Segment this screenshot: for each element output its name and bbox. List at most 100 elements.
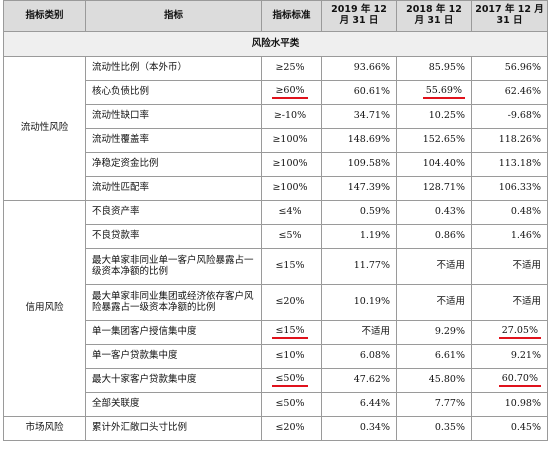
value-2017-cell: 62.46% [471, 80, 548, 105]
header-2017: 2017 年 12 月 31 日 [471, 0, 548, 32]
value-2018-cell: 0.86% [396, 224, 472, 249]
table-row: 全部关联度 ≤50% 6.44% 7.77% 10.98% [4, 392, 548, 417]
value-2017-cell: 0.45% [471, 416, 548, 441]
category-cell: 信用风险 [3, 200, 86, 417]
value-2017-cell: 113.18% [471, 152, 548, 177]
indicator-cell: 最大单家非同业单一客户风险暴露占一级资本净额的比例 [85, 248, 262, 285]
value-2017-cell: 118.26% [471, 128, 548, 153]
standard-cell: ≤20% [261, 416, 322, 441]
standard-cell: ≤10% [261, 344, 322, 369]
indicator-cell: 流动性匹配率 [85, 176, 262, 201]
table-row: 流动性匹配率 ≥100% 147.39% 128.71% 106.33% [4, 176, 548, 201]
value-2017-cell: 9.21% [471, 344, 548, 369]
table-row: 净稳定资金比例 ≥100% 109.58% 104.40% 113.18% [4, 152, 548, 177]
value-2017-cell: 不适用 [471, 248, 548, 285]
value-2017-cell: 1.46% [471, 224, 548, 249]
value-2019-cell: 1.19% [321, 224, 397, 249]
table-row: 核心负债比例 ≥60% 60.61% 55.69% 62.46% [4, 80, 548, 105]
header-2019: 2019 年 12 月 31 日 [321, 0, 397, 32]
table-header-row: 指标类别 指标 指标标准 2019 年 12 月 31 日 2018 年 12 … [3, 0, 548, 32]
table-row: 最大单家非同业单一客户风险暴露占一级资本净额的比例 ≤15% 11.77% 不适… [4, 248, 548, 285]
value-2018-cell: 不适用 [396, 248, 472, 285]
value-2019-cell: 60.61% [321, 80, 397, 105]
indicator-cell: 核心负债比例 [85, 80, 262, 105]
category-cell: 市场风险 [3, 416, 86, 441]
header-category: 指标类别 [3, 0, 86, 32]
value-2018-cell: 6.61% [396, 344, 472, 369]
table-row: 最大单家非同业集团或经济依存客户风险暴露占一级资本净额的比例 ≤20% 10.1… [4, 284, 548, 321]
value-2019-cell: 0.59% [321, 200, 397, 225]
indicator-cell: 流动性缺口率 [85, 104, 262, 129]
indicator-cell: 流动性覆盖率 [85, 128, 262, 153]
indicator-cell: 不良贷款率 [85, 224, 262, 249]
highlighted-standard: ≤15% [272, 326, 308, 339]
standard-cell: ≥-10% [261, 104, 322, 129]
value-2018-cell: 9.29% [396, 320, 472, 345]
section-title: 风险水平类 [3, 31, 548, 57]
header-2018: 2018 年 12 月 31 日 [396, 0, 472, 32]
value-2017-cell: 不适用 [471, 284, 548, 321]
value-2019-cell: 109.58% [321, 152, 397, 177]
standard-cell: ≥100% [261, 176, 322, 201]
standard-cell: ≤50% [261, 392, 322, 417]
indicator-cell: 净稳定资金比例 [85, 152, 262, 177]
highlighted-value: 27.05% [498, 326, 541, 339]
value-2018-cell: 0.35% [396, 416, 472, 441]
standard-cell: ≤15% [261, 248, 322, 285]
standard-cell: ≤20% [261, 284, 322, 321]
standard-cell: ≤5% [261, 224, 322, 249]
value-2019-cell: 147.39% [321, 176, 397, 201]
indicator-cell: 最大单家非同业集团或经济依存客户风险暴露占一级资本净额的比例 [85, 284, 262, 321]
value-2017-cell: 60.70% [471, 368, 548, 393]
value-2017-cell: -9.68% [471, 104, 548, 129]
standard-cell: ≤50% [261, 368, 322, 393]
indicator-cell: 流动性比例（本外币） [85, 56, 262, 81]
table-row: 单一集团客户授信集中度 ≤15% 不适用 9.29% 27.05% [4, 320, 548, 345]
standard-cell: ≥60% [261, 80, 322, 105]
header-standard: 指标标准 [261, 0, 322, 32]
table-row: 信用风险 不良资产率 ≤4% 0.59% 0.43% 0.48% [3, 200, 548, 417]
indicator-cell: 累计外汇敞口头寸比例 [85, 416, 262, 441]
table-row: 流动性风险 流动性比例（本外币） ≥25% 93.66% 85.95% 56.9… [3, 56, 548, 201]
standard-cell: ≥100% [261, 152, 322, 177]
indicator-cell: 单一客户贷款集中度 [85, 344, 262, 369]
standard-cell: ≥25% [261, 56, 322, 81]
value-2017-cell: 106.33% [471, 176, 548, 201]
table-row: 市场风险 累计外汇敞口头寸比例 ≤20% 0.34% 0.35% 0.45% [3, 416, 548, 441]
table-row: 不良贷款率 ≤5% 1.19% 0.86% 1.46% [4, 224, 548, 249]
standard-cell: ≤15% [261, 320, 322, 345]
table-row: 流动性缺口率 ≥-10% 34.71% 10.25% -9.68% [4, 104, 548, 129]
value-2019-cell: 6.08% [321, 344, 397, 369]
value-2019-cell: 93.66% [321, 56, 397, 81]
indicator-cell: 全部关联度 [85, 392, 262, 417]
value-2019-cell: 47.62% [321, 368, 397, 393]
value-2018-cell: 7.77% [396, 392, 472, 417]
value-2019-cell: 0.34% [321, 416, 397, 441]
category-cell: 流动性风险 [3, 56, 86, 201]
value-2017-cell: 56.96% [471, 56, 548, 81]
value-2019-cell: 不适用 [321, 320, 397, 345]
value-2018-cell: 0.43% [396, 200, 472, 225]
highlighted-value: 60.70% [498, 374, 541, 387]
section-row: 风险水平类 [3, 31, 548, 57]
header-indicator: 指标 [85, 0, 262, 32]
value-2018-cell: 128.71% [396, 176, 472, 201]
table-row: 流动性覆盖率 ≥100% 148.69% 152.65% 118.26% [4, 128, 548, 153]
standard-cell: ≥100% [261, 128, 322, 153]
value-2018-cell: 10.25% [396, 104, 472, 129]
value-2018-cell: 45.80% [396, 368, 472, 393]
value-2018-cell: 55.69% [396, 80, 472, 105]
indicator-cell: 最大十家客户贷款集中度 [85, 368, 262, 393]
value-2018-cell: 152.65% [396, 128, 472, 153]
value-2019-cell: 11.77% [321, 248, 397, 285]
indicator-cell: 单一集团客户授信集中度 [85, 320, 262, 345]
risk-indicator-table: 指标类别 指标 指标标准 2019 年 12 月 31 日 2018 年 12 … [3, 0, 548, 441]
highlighted-value: 55.69% [422, 86, 465, 99]
value-2018-cell: 85.95% [396, 56, 472, 81]
value-2019-cell: 148.69% [321, 128, 397, 153]
value-2017-cell: 27.05% [471, 320, 548, 345]
table-row: 最大十家客户贷款集中度 ≤50% 47.62% 45.80% 60.70% [4, 368, 548, 393]
value-2017-cell: 0.48% [471, 200, 548, 225]
highlighted-standard: ≤50% [272, 374, 308, 387]
value-2019-cell: 10.19% [321, 284, 397, 321]
